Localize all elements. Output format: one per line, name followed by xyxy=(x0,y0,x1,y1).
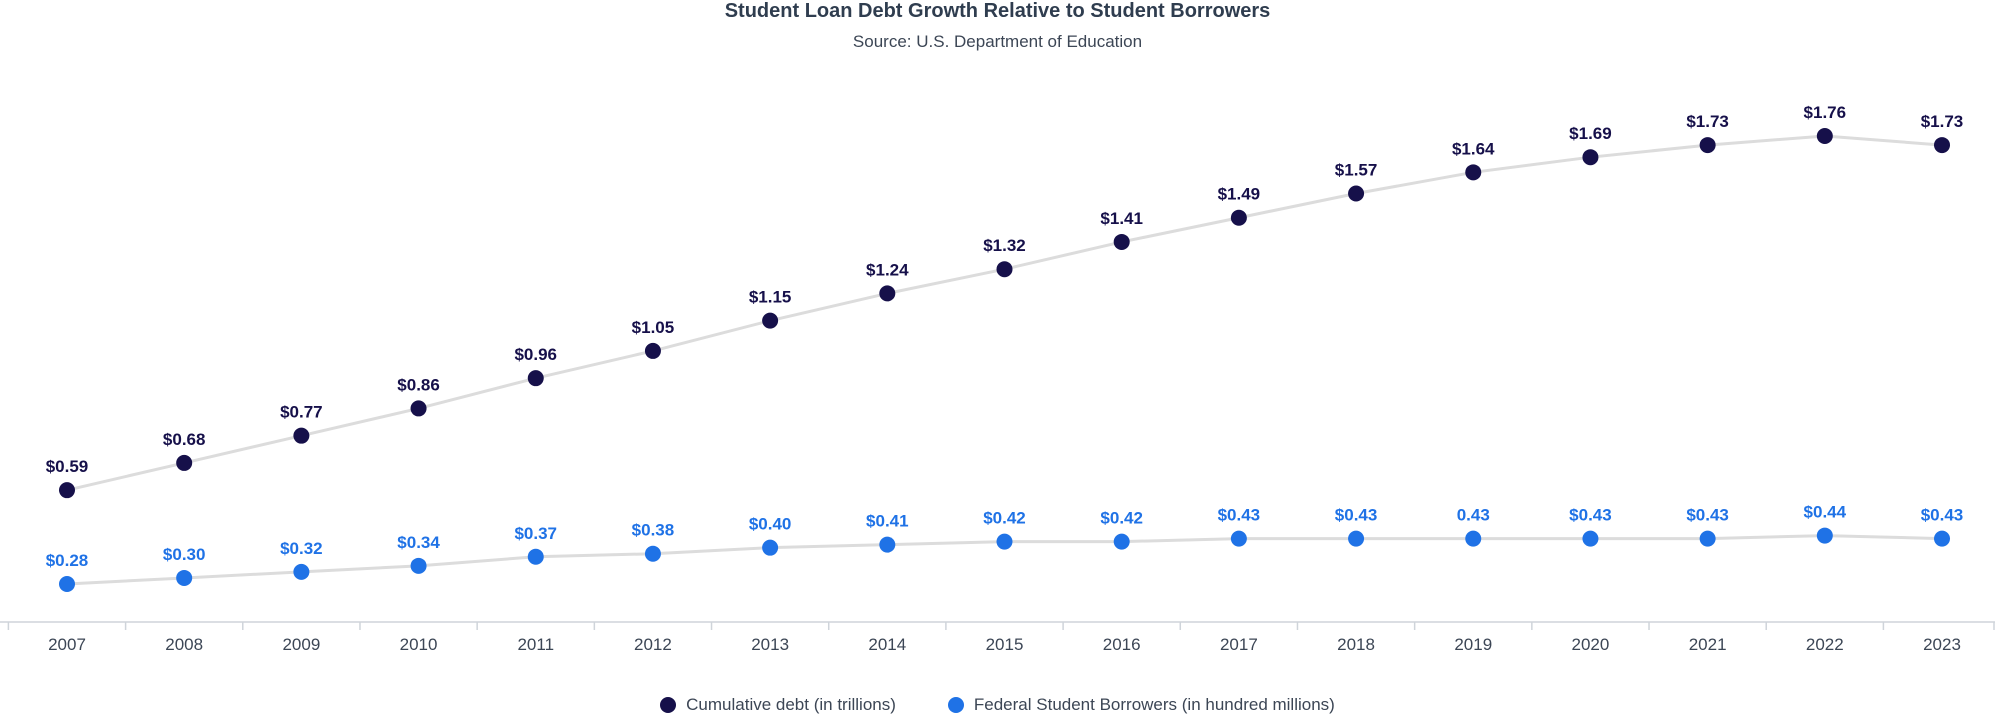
data-point xyxy=(1582,530,1599,547)
legend-item-borrowers[interactable]: Federal Student Borrowers (in hundred mi… xyxy=(947,695,1335,715)
data-point xyxy=(996,533,1013,550)
x-tick-label: 2017 xyxy=(1220,635,1258,654)
data-label: $1.05 xyxy=(632,318,675,337)
data-point xyxy=(1230,209,1247,226)
series-line-0 xyxy=(66,134,1943,492)
data-point xyxy=(762,312,779,329)
data-label: $1.69 xyxy=(1569,124,1612,143)
data-label: $0.43 xyxy=(1335,506,1378,525)
data-label: $1.76 xyxy=(1804,103,1847,122)
data-point xyxy=(644,342,661,359)
data-point xyxy=(1348,530,1365,547)
data-point xyxy=(1934,137,1950,154)
data-point xyxy=(527,370,544,387)
legend-marker-debt xyxy=(660,697,677,713)
data-point xyxy=(1934,530,1950,547)
data-label: $1.49 xyxy=(1218,185,1261,204)
data-point xyxy=(410,400,427,417)
data-label: $0.32 xyxy=(280,539,323,558)
x-tick-label: 2012 xyxy=(634,635,672,654)
legend-item-debt[interactable]: Cumulative debt (in trillions) xyxy=(660,695,896,715)
data-point xyxy=(527,548,544,565)
chart-legend: Cumulative debt (in trillions) Federal S… xyxy=(0,695,1995,715)
x-tick-label: 2009 xyxy=(282,635,320,654)
data-point xyxy=(1582,149,1599,166)
data-label: $0.42 xyxy=(1100,509,1143,528)
data-label: $1.73 xyxy=(1921,112,1964,131)
x-tick-label: 2016 xyxy=(1103,635,1141,654)
data-point xyxy=(762,539,779,556)
chart-subtitle: Source: U.S. Department of Education xyxy=(852,32,1143,51)
x-tick-label: 2021 xyxy=(1689,635,1727,654)
data-label: $0.28 xyxy=(46,551,89,570)
data-point xyxy=(1113,533,1130,550)
x-tick-label: 2011 xyxy=(517,635,554,654)
data-label: $0.86 xyxy=(397,375,440,394)
line-chart: 2007 2008 2009 2010 2011 2012 2013 2014 2015 2016… xyxy=(0,103,1995,654)
data-point xyxy=(879,285,896,302)
x-tick-label: 2014 xyxy=(868,635,906,654)
data-point xyxy=(293,563,310,580)
x-tick-label: 2020 xyxy=(1572,635,1610,654)
data-point xyxy=(59,482,75,499)
data-point xyxy=(1699,530,1716,547)
data-label: $1.24 xyxy=(866,260,909,279)
data-label: $0.59 xyxy=(46,457,89,476)
data-label: $0.30 xyxy=(163,545,206,564)
x-tick-label: 2007 xyxy=(48,635,86,654)
legend-marker-borrowers xyxy=(947,697,964,713)
x-tick-label: 2019 xyxy=(1454,635,1492,654)
data-point xyxy=(644,545,661,562)
x-tick-label: 2010 xyxy=(400,635,438,654)
data-point xyxy=(293,427,310,444)
x-tick-label: 2018 xyxy=(1337,635,1375,654)
x-tick-label: 2023 xyxy=(1923,635,1961,654)
data-label: $1.64 xyxy=(1452,139,1495,158)
data-point xyxy=(1816,128,1833,144)
data-label: $1.57 xyxy=(1335,161,1378,180)
data-point xyxy=(1113,233,1130,250)
data-point xyxy=(1230,530,1247,547)
chart-title: Student Loan Debt Growth Relative to Stu… xyxy=(724,0,1271,22)
data-label: 0.43 xyxy=(1457,506,1490,525)
data-label: $0.43 xyxy=(1218,506,1261,525)
data-point xyxy=(410,557,427,574)
data-point xyxy=(1699,137,1716,154)
data-label: $0.37 xyxy=(514,524,557,543)
data-label: $0.43 xyxy=(1921,506,1964,525)
data-point xyxy=(1465,530,1482,547)
data-label: $0.77 xyxy=(280,403,323,422)
data-point xyxy=(176,569,193,586)
data-point xyxy=(1348,185,1365,202)
x-tick-label: 2008 xyxy=(165,635,203,654)
data-label: $0.96 xyxy=(514,345,557,364)
data-label: $0.40 xyxy=(749,515,792,534)
data-label: $1.73 xyxy=(1686,112,1729,131)
data-label: $0.43 xyxy=(1569,506,1612,525)
x-tick-label: 2013 xyxy=(751,635,789,654)
data-point xyxy=(1465,164,1482,181)
data-label: $0.38 xyxy=(632,521,675,540)
x-tick-label: 2022 xyxy=(1806,635,1844,654)
legend-label-borrowers: Federal Student Borrowers (in hundred mi… xyxy=(973,695,1335,714)
data-point xyxy=(1816,527,1833,544)
data-point xyxy=(996,261,1013,278)
data-point xyxy=(59,576,75,592)
data-label: $0.42 xyxy=(983,509,1026,528)
data-label: $1.32 xyxy=(983,236,1026,255)
data-label: $0.41 xyxy=(866,512,909,531)
data-label: $0.44 xyxy=(1804,503,1847,522)
x-tick-label: 2015 xyxy=(986,635,1024,654)
data-point xyxy=(879,536,896,553)
data-label: $0.68 xyxy=(163,430,206,449)
data-label: $0.43 xyxy=(1686,506,1729,525)
data-label: $1.15 xyxy=(749,288,792,307)
data-label: $1.41 xyxy=(1100,209,1143,228)
data-label: $0.34 xyxy=(397,533,440,552)
data-point xyxy=(176,454,193,471)
legend-label-debt: Cumulative debt (in trillions) xyxy=(686,695,896,714)
